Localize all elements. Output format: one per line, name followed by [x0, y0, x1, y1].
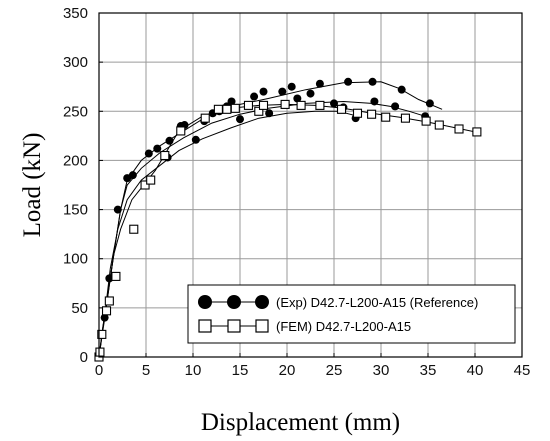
data-point-exp	[265, 109, 274, 118]
x-axis-title: Displacement (mm)	[201, 409, 400, 436]
data-point-exp	[100, 313, 109, 322]
data-point-fem	[213, 104, 223, 114]
data-point-exp	[425, 99, 434, 108]
series-markers	[94, 77, 482, 362]
data-point-fem	[146, 175, 156, 185]
data-point-fem	[97, 329, 107, 339]
data-point-exp	[153, 144, 162, 153]
legend-marker-exp	[255, 295, 269, 309]
legend-sample-fem	[198, 319, 269, 333]
y-tick-label: 250	[63, 103, 88, 120]
data-point-fem	[176, 126, 186, 136]
x-tick-label: 5	[142, 362, 150, 379]
y-tick-labels: 0 50 100 150 200 250 300 350	[63, 5, 103, 366]
x-tick-label: 35	[420, 362, 437, 379]
x-tick-label: 45	[514, 362, 531, 379]
legend: (Exp) D42.7-L200-A15 (Reference) (FEM) D…	[187, 284, 516, 344]
data-point-fem	[336, 104, 347, 114]
data-point-exp	[236, 115, 244, 124]
data-point-fem	[160, 150, 170, 161]
data-point-exp	[105, 274, 114, 283]
data-point-exp	[368, 77, 377, 86]
legend-marker-fem	[227, 319, 241, 333]
data-point-exp	[391, 102, 400, 111]
data-point-exp	[250, 92, 259, 101]
legend-marker-fem	[198, 319, 212, 333]
legend-entry-fem: (FEM) D42.7-L200-A15	[198, 319, 411, 334]
y-tick-label: 300	[63, 54, 88, 71]
data-point-exp	[227, 97, 236, 106]
legend-marker-fem	[255, 319, 269, 333]
data-point-fem	[95, 347, 105, 357]
data-point-fem	[101, 306, 112, 316]
data-point-exp	[397, 85, 406, 94]
x-tick-label: 40	[467, 362, 484, 379]
legend-box	[187, 284, 516, 344]
data-point-fem	[230, 103, 240, 113]
data-point-fem	[280, 99, 290, 109]
data-point-exp	[330, 99, 338, 108]
data-point-exp	[113, 205, 122, 214]
y-tick-label: 100	[63, 251, 88, 268]
data-point-fem	[296, 100, 306, 110]
data-point-fem	[140, 180, 150, 190]
y-tick-label: 350	[63, 5, 88, 22]
data-point-fem	[352, 108, 363, 118]
data-point-exp	[293, 94, 302, 103]
data-point-fem	[434, 120, 444, 130]
x-tick-labels: 0 5 10 15 20 25 30 35 40 45	[95, 353, 531, 379]
data-point-exp	[259, 87, 268, 96]
y-tick-label: 200	[63, 152, 88, 169]
data-point-exp	[191, 135, 200, 144]
data-point-fem	[254, 106, 264, 116]
x-tick-label: 30	[373, 362, 390, 379]
data-point-exp	[287, 82, 296, 91]
data-point-fem	[200, 113, 210, 123]
legend-marker-exp	[198, 295, 212, 309]
data-point-fem	[472, 127, 482, 137]
data-point-fem	[381, 112, 391, 122]
data-point-fem	[315, 100, 325, 110]
data-point-exp	[344, 77, 353, 86]
legend-label-fem: (FEM) D42.7-L200-A15	[276, 319, 411, 334]
data-point-fem	[111, 271, 121, 281]
data-point-fem	[258, 100, 269, 110]
y-tick-label: 0	[80, 349, 88, 366]
data-point-exp	[315, 79, 324, 88]
legend-marker-exp	[227, 295, 241, 309]
data-point-fem	[222, 104, 232, 114]
data-point-fem	[367, 109, 377, 119]
data-point-exp	[278, 87, 287, 96]
x-tick-label: 0	[95, 362, 103, 379]
data-point-exp	[165, 136, 174, 145]
data-point-fem	[421, 116, 431, 126]
data-point-fem	[104, 296, 114, 306]
data-point-fem	[454, 124, 464, 134]
data-point-exp	[128, 171, 137, 180]
data-point-fem	[129, 224, 139, 234]
data-point-fem	[243, 100, 254, 110]
plot-frame	[98, 12, 523, 358]
legend-sample-exp	[198, 295, 269, 309]
data-point-exp	[306, 89, 315, 98]
x-tick-label: 20	[279, 362, 296, 379]
x-tick-label: 25	[326, 362, 343, 379]
legend-label-exp: (Exp) D42.7-L200-A15 (Reference)	[276, 295, 478, 310]
data-point-exp	[144, 149, 153, 158]
x-tick-label: 15	[232, 362, 249, 379]
x-tick-label: 10	[185, 362, 202, 379]
y-tick-label: 150	[63, 202, 88, 219]
data-point-fem	[400, 113, 410, 123]
legend-entry-exp: (Exp) D42.7-L200-A15 (Reference)	[198, 295, 478, 310]
y-tick-label: 50	[71, 300, 88, 317]
y-axis-title: Load (kN)	[19, 133, 46, 238]
data-point-exp	[370, 97, 379, 106]
